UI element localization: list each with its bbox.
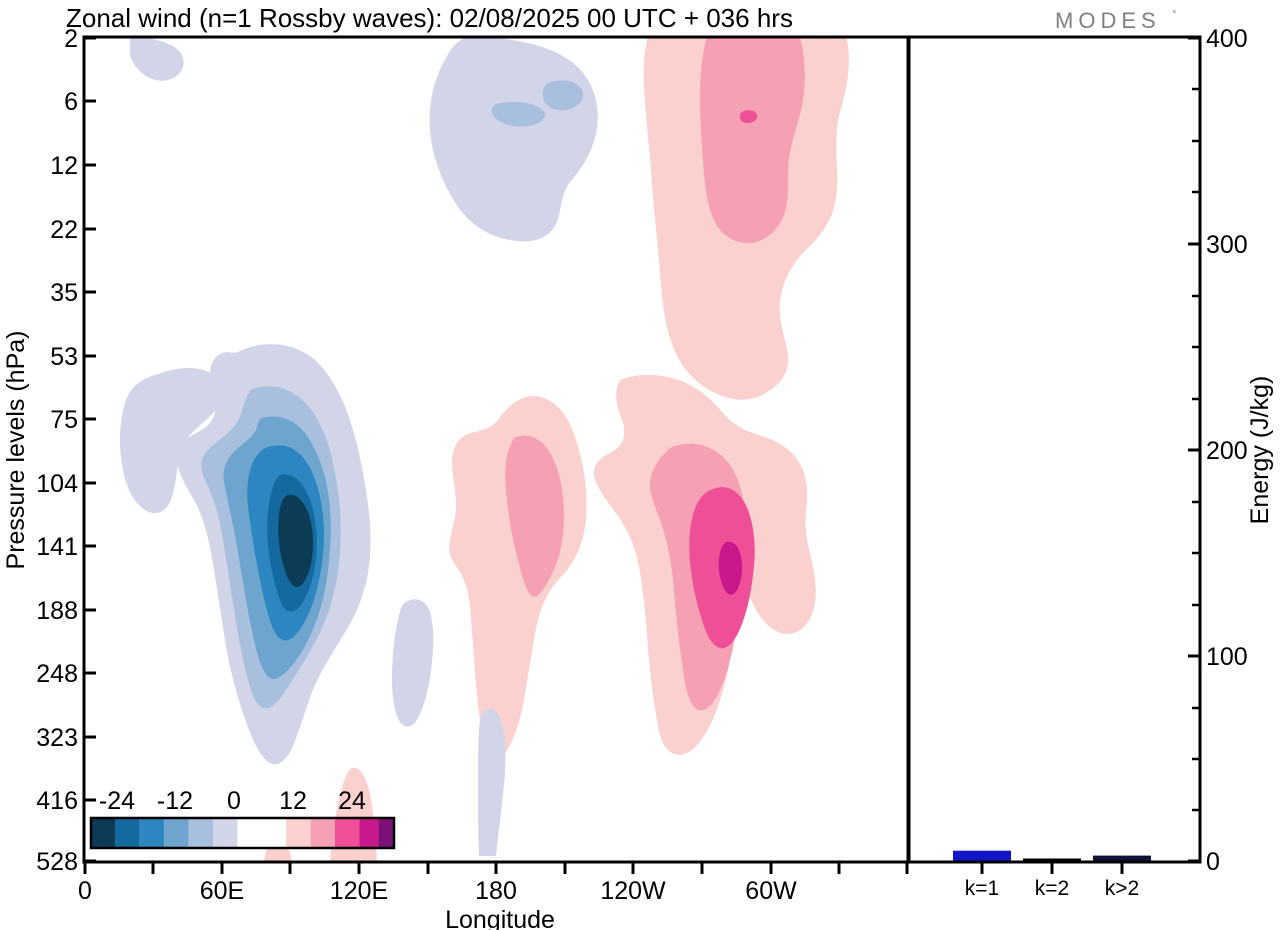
contour-band-westerly-dateline-lv2 (505, 435, 564, 597)
colorbar-swatch-7 (286, 818, 311, 848)
longitude-axis-title: Longitude (445, 906, 555, 930)
pressure-tick-label-6: 75 (50, 406, 78, 434)
energy-bar-k1 (953, 850, 1011, 861)
contour-band-easterly-trop-lv1b (119, 368, 224, 514)
pressure-tick-label-5: 53 (50, 343, 78, 371)
energy-tick-label-0: 0 (1206, 848, 1220, 876)
pressure-tick-label-8: 141 (36, 533, 78, 561)
contour-band-easterly-upper-lv2b (542, 80, 584, 111)
pressure-tick-label-4: 35 (50, 279, 78, 307)
colorbar-swatch-9 (335, 818, 360, 848)
modes-logo: MODES (1055, 8, 1161, 33)
contour-band-westerly-column-lv2 (700, 37, 805, 244)
colorbar-swatch-2 (139, 818, 165, 848)
contour-band-easterly-small-lv1b (478, 708, 506, 856)
colorbar-swatch-0 (91, 818, 116, 848)
contour-band-easterly-upper-lv2a (491, 101, 545, 127)
pressure-axis: 2 6 12 22 35 53 75 104 141 188 248 323 4… (2, 25, 96, 876)
bar-category-label-2: k>2 (1105, 877, 1139, 900)
contour-field (84, 37, 908, 862)
colorbar-swatch-4 (188, 818, 213, 848)
energy-axis: 400 300 200 100 0 Energy (J/kg) (1188, 25, 1274, 876)
longitude-tick-label-3: 180 (475, 877, 517, 905)
page-title: Zonal wind (n=1 Rossby waves): 02/08/202… (66, 3, 793, 33)
energy-tick-label-100: 100 (1206, 643, 1248, 671)
longitude-tick-label-4: 120W (600, 877, 666, 905)
energy-axis-title: Energy (J/kg) (1246, 376, 1274, 525)
colorbar-swatch-1 (115, 818, 140, 848)
contour-band-westerly-epac-lv4 (718, 541, 743, 595)
colorbar-swatch-11 (378, 818, 393, 848)
contour-band-easterly-small-lv1a (392, 599, 434, 727)
bar-category-label-1: k=2 (1035, 877, 1069, 900)
pressure-tick-label-12: 416 (36, 787, 78, 815)
longitude-axis-ticks (83, 862, 909, 874)
bar-category-ticks (980, 862, 1124, 874)
colorbar-swatch-5 (213, 818, 238, 848)
pressure-tick-label-9: 188 (36, 597, 78, 625)
pressure-tick-label-0: 2 (64, 25, 78, 53)
energy-tick-label-400: 400 (1206, 25, 1248, 53)
longitude-tick-label-0: 0 (78, 877, 92, 905)
energy-bar-kgt2 (1093, 855, 1151, 861)
colorbar-tick-label-2: 0 (227, 787, 241, 815)
colorbar-tick-label-1: -12 (157, 787, 193, 815)
colorbar-swatch-3 (164, 818, 189, 848)
colorbar-swatch-8 (310, 818, 335, 848)
contour-band-easterly-lv1 (130, 37, 184, 81)
colorbar-outline (89, 816, 396, 850)
energy-tick-label-200: 200 (1206, 437, 1248, 465)
contour-band-easterly-trop-lv6 (278, 494, 313, 588)
pressure-tick-label-1: 6 (64, 88, 78, 116)
contour-band-westerly-column-lv3 (739, 110, 758, 123)
pressure-axis-ticks (84, 36, 96, 863)
pressure-axis-title: Pressure levels (hPa) (2, 331, 30, 570)
colorbar-swatches (91, 818, 395, 848)
colorbar-tick-label-0: -24 (99, 787, 135, 815)
energy-axis-major-ticks (1188, 36, 1200, 863)
colorbar-tick-label-3: 12 (279, 787, 307, 815)
pressure-tick-label-11: 323 (36, 724, 78, 752)
energy-bar-field (909, 37, 1200, 862)
pressure-tick-label-2: 12 (50, 152, 78, 180)
bar-category-axis: k=1 k=2 k>2 (965, 862, 1139, 900)
longitude-axis: 0 60E 120E 180 120W 60W Longitude (78, 862, 909, 930)
energy-bar-k2 (1023, 858, 1081, 861)
bar-panel-background (909, 37, 1200, 862)
pressure-tick-label-13: 528 (36, 848, 78, 876)
longitude-tick-label-2: 120E (330, 877, 388, 905)
modes-logo-degree: ° (1172, 9, 1176, 21)
energy-tick-label-300: 300 (1206, 231, 1248, 259)
colorbar-swatch-6 (237, 818, 287, 848)
bar-category-label-0: k=1 (965, 877, 999, 900)
colorbar-legend: -24 -12 0 12 24 (89, 787, 396, 850)
colorbar-tick-label-4: 24 (338, 787, 366, 815)
pressure-tick-label-10: 248 (36, 660, 78, 688)
longitude-tick-label-1: 60E (200, 877, 244, 905)
energy-axis-minor-ticks (1192, 87, 1200, 812)
colorbar-swatch-10 (359, 818, 379, 848)
pressure-tick-label-3: 22 (50, 216, 78, 244)
longitude-tick-label-5: 60W (745, 877, 797, 905)
pressure-tick-label-7: 104 (36, 470, 78, 498)
